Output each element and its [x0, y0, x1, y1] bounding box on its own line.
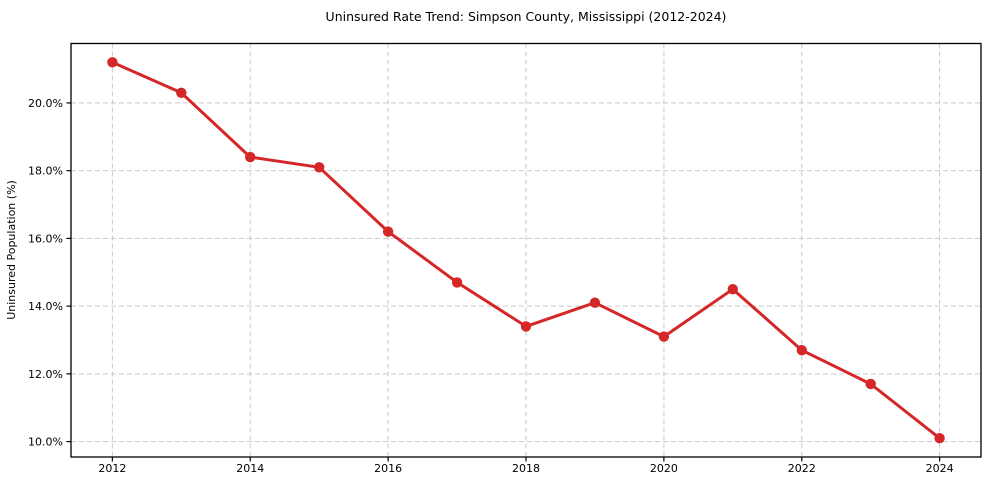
grid-layer: [71, 43, 981, 457]
x-tick-label: 2014: [236, 462, 264, 475]
y-tick-label: 18.0%: [28, 165, 63, 178]
y-tick-label: 16.0%: [28, 232, 63, 245]
data-point-2015: [314, 162, 325, 173]
data-point-2020: [658, 331, 670, 342]
data-point-2019: [589, 297, 601, 308]
y-axis-title: Uninsured Population (%): [5, 180, 18, 320]
data-point-2021: [727, 284, 738, 295]
series-layer: [107, 57, 945, 444]
x-tick-label: 2016: [374, 462, 402, 475]
y-tick-label: 14.0%: [28, 300, 63, 313]
data-point-2016: [382, 226, 394, 237]
plot-border: [70, 42, 982, 458]
axis-layer: 2012 2014 2016 2018 2020 2022 2024 10.0% 12.0% 14…: [28, 42, 982, 475]
y-tick-label: 20.0%: [28, 97, 63, 110]
x-tick-label: 2020: [650, 462, 678, 475]
data-point-2024: [934, 433, 945, 444]
x-tick-label: 2018: [512, 462, 540, 475]
data-point-2013: [176, 87, 187, 99]
x-tick-label: 2022: [788, 462, 816, 475]
data-point-2023: [865, 378, 876, 390]
data-point-2017: [451, 277, 463, 288]
x-tick-label: 2024: [926, 462, 954, 475]
data-point-2012: [107, 57, 118, 68]
data-point-2014: [245, 151, 256, 163]
data-point-2022: [796, 345, 807, 356]
y-tick-label: 10.0%: [28, 435, 63, 448]
chart-title: Uninsured Rate Trend: Simpson County, Mi…: [326, 9, 727, 24]
data-point-2018: [520, 321, 532, 332]
y-tick-label: 12.0%: [28, 368, 63, 381]
x-tick-label: 2012: [98, 462, 126, 475]
